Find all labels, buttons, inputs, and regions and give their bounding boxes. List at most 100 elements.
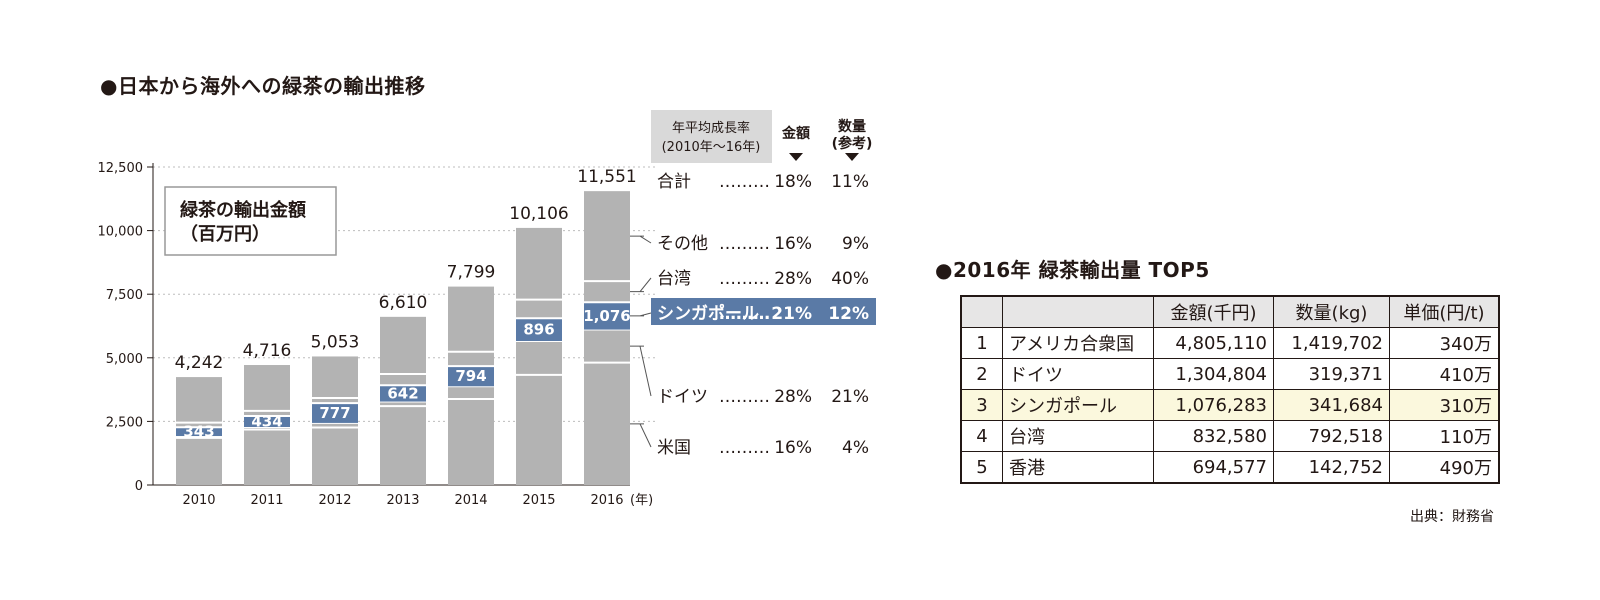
header-cell: 金額(千円) xyxy=(1153,295,1274,328)
rank-cell: 1 xyxy=(960,327,1003,359)
price-cell: 110万 xyxy=(1389,420,1500,452)
bar-total xyxy=(516,227,562,485)
amount-cell: 832,580 xyxy=(1153,420,1274,452)
rate-header-label: 年平均成長率 xyxy=(672,120,750,136)
volume-cell: 142,752 xyxy=(1273,451,1390,484)
country-cell: 台湾 xyxy=(1002,420,1154,452)
leader-line xyxy=(630,423,652,448)
price-cell: 340万 xyxy=(1389,327,1500,359)
header-cell xyxy=(1002,295,1154,328)
table-row: 2 ドイツ 1,304,804 319,371 410万 xyxy=(960,358,1500,390)
price-cell: 410万 xyxy=(1389,358,1500,390)
growth-row-name: ドイツ xyxy=(657,387,708,407)
rank-cell: 2 xyxy=(960,358,1003,390)
table-row: 1 アメリカ合衆国 4,805,110 1,419,702 340万 xyxy=(960,327,1500,359)
bar-total-label: 6,610 xyxy=(379,293,428,313)
leader-line xyxy=(630,277,652,293)
bar-segment-singapore xyxy=(516,318,562,342)
growth-row-amount: 16% xyxy=(774,234,812,254)
amount-cell: 4,805,110 xyxy=(1153,327,1274,359)
amount-cell: 1,076,283 xyxy=(1153,389,1274,421)
arrow-down-icon xyxy=(845,153,859,161)
growth-row-dots: ……… xyxy=(719,304,770,324)
growth-row-amount: 16% xyxy=(774,438,812,458)
growth-row-volume: 40% xyxy=(831,269,869,289)
leader-line xyxy=(630,312,652,317)
export-trend-chart: 年平均成長率 (2010年〜16年) 金額 数量 (参考) 0 2,500 5,00… xyxy=(98,110,876,508)
growth-row-volume: 9% xyxy=(842,234,869,254)
growth-row-volume: 21% xyxy=(831,387,869,407)
singapore-value-label: 896 xyxy=(523,321,554,339)
country-cell: ドイツ xyxy=(1002,358,1154,390)
growth-row-name: シンガポール xyxy=(657,303,759,324)
y-tick-label: 5,000 xyxy=(106,352,143,367)
header-cell xyxy=(960,295,1003,328)
growth-row-name: 米国 xyxy=(657,438,691,458)
growth-row-dots: ……… xyxy=(719,269,770,289)
x-tick-label: 2016 xyxy=(590,493,623,508)
bar-segment-singapore xyxy=(584,302,630,330)
bar-total-label: 5,053 xyxy=(311,332,360,352)
legend-box xyxy=(164,186,337,256)
bar-total-label: 4,242 xyxy=(175,353,224,373)
singapore-value-label: 343 xyxy=(183,423,214,441)
rate-header-box xyxy=(651,110,772,163)
leader-line xyxy=(630,235,652,244)
bar-segment-singapore xyxy=(176,427,222,437)
y-tick-label: 2,500 xyxy=(106,415,143,430)
price-cell: 310万 xyxy=(1389,389,1500,421)
bar-total-label: 7,799 xyxy=(447,263,496,283)
y-tick-label: 10,000 xyxy=(98,225,144,240)
rank-cell: 4 xyxy=(960,420,1003,452)
legend-title: 緑茶の輸出金額 xyxy=(180,199,306,221)
legend-unit: （百万円） xyxy=(180,224,270,245)
growth-row-volume: 11% xyxy=(831,172,869,192)
bar-total-label: 4,716 xyxy=(243,341,292,361)
table-row: 4 台湾 832,580 792,518 110万 xyxy=(960,420,1500,452)
x-tick-label: 2014 xyxy=(454,493,487,508)
arrow-down-icon xyxy=(789,153,803,161)
singapore-value-label: 794 xyxy=(455,367,486,385)
rate-col-volume-note: (参考) xyxy=(832,135,873,152)
bar-total-label: 10,106 xyxy=(509,204,568,224)
rank-cell: 3 xyxy=(960,389,1003,421)
table-row-highlight: 3 シンガポール 1,076,283 341,684 310万 xyxy=(960,389,1500,421)
growth-row-amount: 18% xyxy=(774,172,812,192)
bar-segment-singapore xyxy=(380,385,426,402)
growth-row-name: 台湾 xyxy=(657,269,691,289)
x-tick-label: 2012 xyxy=(318,493,351,508)
growth-row-amount: 28% xyxy=(774,269,812,289)
rank-cell: 5 xyxy=(960,451,1003,484)
y-tick-label: 0 xyxy=(135,479,143,494)
header-cell: 単価(円/t) xyxy=(1389,295,1500,328)
x-tick-label: 2010 xyxy=(182,493,215,508)
growth-row-dots: ……… xyxy=(719,438,770,458)
bar-segment-singapore xyxy=(312,403,358,423)
growth-row-volume: 12% xyxy=(828,304,869,324)
country-cell: シンガポール xyxy=(1002,389,1154,421)
table-row: 5 香港 694,577 142,752 490万 xyxy=(960,451,1500,484)
table-header-row: 金額(千円) 数量(kg) 単価(円/t) xyxy=(960,295,1500,328)
bar-total-label: 11,551 xyxy=(577,167,636,187)
singapore-value-label: 434 xyxy=(251,412,282,430)
y-tick-label: 12,500 xyxy=(98,161,144,176)
x-tick-label: 2011 xyxy=(250,493,283,508)
x-tick-label: 2013 xyxy=(386,493,419,508)
source-note: 出典：財務省 xyxy=(1410,509,1494,525)
singapore-value-label: 777 xyxy=(319,404,350,422)
x-axis-unit: (年) xyxy=(630,493,653,508)
country-cell: アメリカ合衆国 xyxy=(1002,327,1154,359)
bar-total xyxy=(584,191,630,485)
x-tick-label: 2015 xyxy=(522,493,555,508)
growth-row-volume: 4% xyxy=(842,438,869,458)
growth-row-name: 合計 xyxy=(657,172,691,192)
country-cell: 香港 xyxy=(1002,451,1154,484)
rate-header-period: (2010年〜16年) xyxy=(662,140,761,155)
top5-table: 金額(千円) 数量(kg) 単価(円/t) 1 アメリカ合衆国 4,805,11… xyxy=(960,295,1500,484)
rate-col-amount: 金額 xyxy=(781,125,810,142)
growth-row-amount: 21% xyxy=(771,304,812,324)
bar-segment-singapore xyxy=(448,366,494,387)
header-cell: 数量(kg) xyxy=(1273,295,1390,328)
growth-row-dots: ……… xyxy=(719,234,770,254)
singapore-value-label: 1,076 xyxy=(583,307,630,325)
